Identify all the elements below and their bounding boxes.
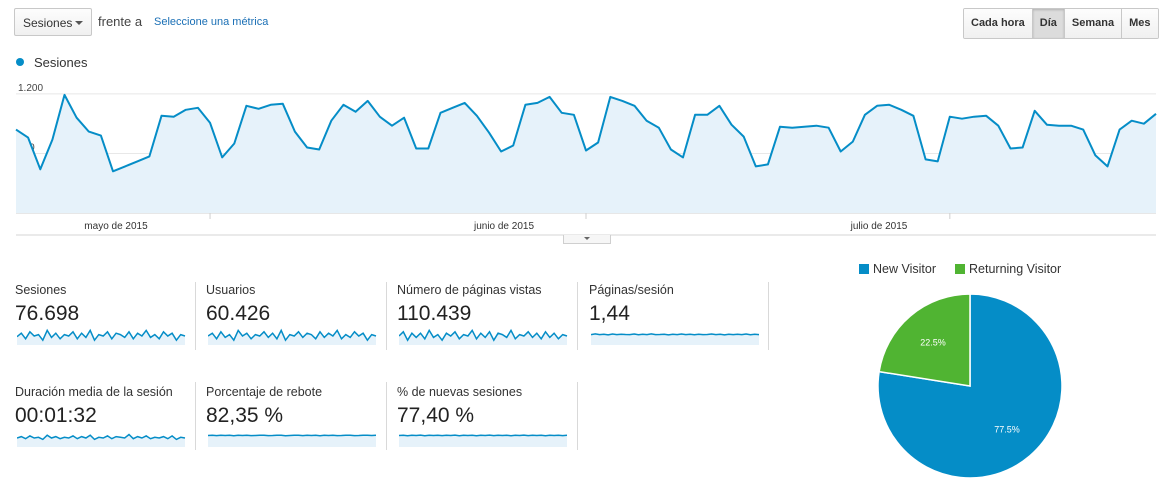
granularity-hour-button[interactable]: Cada hora [964, 9, 1032, 38]
sparkline-area [591, 333, 759, 345]
sparkline-line [17, 328, 186, 342]
divider [768, 282, 769, 350]
metric-value: 82,35 % [206, 404, 284, 427]
metric-name: Duración media de la sesión [15, 385, 173, 399]
granularity-toggle: Cada hora Día Semana Mes [963, 8, 1159, 39]
sparkline-line [17, 433, 186, 441]
metric-name: Sesiones [15, 283, 67, 297]
series-area [16, 94, 1156, 213]
x-tick-label: mayo de 2015 [84, 221, 148, 232]
chevron-down-icon [75, 21, 83, 25]
sparkline-line [399, 434, 568, 437]
metric-sparkline [208, 328, 377, 345]
metric-name: Usuarios [206, 283, 256, 297]
divider [386, 382, 387, 450]
metric-tile-users[interactable]: Usuarios 60.426 [206, 283, 386, 363]
x-tick-label: julio de 2015 [850, 221, 908, 232]
metric-dropdown-label: Sesiones [23, 16, 73, 30]
pie-slice-returning-visitor [878, 293, 971, 387]
metric-name: % de nuevas sesiones [397, 385, 523, 399]
sparkline-area [399, 330, 567, 345]
metric-tile-pageviews[interactable]: Número de páginas vistas 110.439 [397, 283, 577, 363]
metric-tile-sessions[interactable]: Sesiones 76.698 [15, 283, 195, 363]
sparkline-line [399, 328, 568, 342]
sparkline-area [17, 330, 185, 345]
visitor-type-pie-chart[interactable]: 77.5% 22.5% [870, 286, 1070, 486]
metric-sparkline [591, 333, 760, 345]
granularity-week-button[interactable]: Semana [1063, 9, 1122, 38]
metric-name: Número de páginas vistas [397, 283, 542, 297]
metric-value: 76.698 [15, 302, 80, 325]
pie-slice-new-visitor [877, 293, 1063, 479]
divider [577, 282, 578, 350]
sparkline-area [399, 435, 567, 447]
metric-value: 1,44 [589, 302, 630, 325]
sparkline-line [208, 328, 377, 342]
select-metric-link[interactable]: Seleccione una métrica [154, 16, 269, 28]
series-legend-label: Sesiones [34, 55, 88, 70]
y-tick-label: 1.200 [18, 83, 43, 94]
metric-value: 00:01:32 [15, 404, 97, 427]
metric-value: 60.426 [206, 302, 271, 325]
metric-sparkline [399, 328, 568, 345]
divider [195, 382, 196, 450]
metric-value: 77,40 % [397, 404, 475, 427]
sparkline-area [208, 330, 376, 345]
metric-tile-new-sessions[interactable]: % de nuevas sesiones 77,40 % [397, 385, 577, 465]
metric-value: 110.439 [397, 302, 472, 325]
divider [195, 282, 196, 350]
metric-tile-avg-duration[interactable]: Duración media de la sesión 00:01:32 [15, 385, 195, 465]
divider [577, 382, 578, 450]
series-legend-dot [16, 58, 24, 66]
metric-name: Porcentaje de rebote [206, 385, 323, 399]
chart-collapse-handle[interactable] [563, 235, 611, 244]
metric-sparkline [17, 433, 186, 447]
divider [386, 282, 387, 350]
sparkline-line [591, 333, 760, 336]
returning-visitor-legend-swatch [955, 264, 965, 274]
metric-tile-bounce-rate[interactable]: Porcentaje de rebote 82,35 % [206, 385, 386, 465]
new-visitor-legend-label: New Visitor [873, 262, 936, 276]
granularity-month-button[interactable]: Mes [1121, 9, 1158, 38]
pie-slice-label: 22.5% [920, 338, 946, 348]
sparkline-line [208, 434, 377, 437]
metric-name: Páginas/sesión [589, 283, 674, 297]
sparkline-area [17, 434, 185, 447]
new-visitor-legend-swatch [859, 264, 869, 274]
series-line [15, 93, 1157, 173]
x-tick-label: junio de 2015 [473, 221, 534, 232]
metric-sparkline [208, 434, 377, 447]
metric-sparkline [17, 328, 186, 345]
metric-tile-pages-per-session[interactable]: Páginas/sesión 1,44 [589, 283, 769, 363]
sparkline-area [208, 435, 376, 447]
metric-dropdown[interactable]: Sesiones [14, 8, 92, 36]
returning-visitor-legend-label: Returning Visitor [969, 262, 1062, 276]
granularity-day-button[interactable]: Día [1031, 9, 1064, 38]
pie-slice-label: 77.5% [994, 424, 1020, 434]
compare-text: frente a [98, 14, 143, 29]
chevron-down-icon [584, 237, 590, 240]
metric-sparkline [399, 434, 568, 447]
